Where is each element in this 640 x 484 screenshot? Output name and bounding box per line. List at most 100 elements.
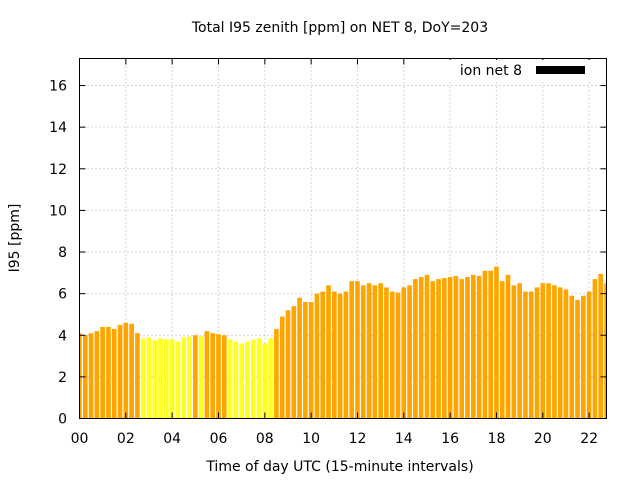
x-tick-labels: 00 02 04 06 08 10 12 14 16 18 20 22: [71, 431, 598, 447]
bar: [511, 285, 517, 419]
bar: [418, 276, 424, 419]
x-tick-label: 16: [441, 431, 459, 447]
y-axis-label: I95 [ppm]: [7, 204, 23, 273]
bar: [262, 343, 268, 419]
bar: [216, 334, 221, 419]
plot-frame: [79, 58, 607, 419]
bar: [552, 285, 557, 419]
bar: [274, 329, 279, 419]
bar: [256, 338, 262, 419]
bar: [470, 274, 476, 419]
bar: [94, 331, 100, 419]
bar: [401, 287, 407, 419]
bar: [505, 274, 511, 419]
y-tick-label: 10: [49, 203, 67, 219]
bar: [488, 270, 493, 419]
bar: [210, 333, 216, 419]
x-tick-label: 12: [349, 431, 367, 447]
bar: [221, 335, 227, 419]
bar: [366, 283, 372, 419]
bar: [581, 295, 586, 419]
bar: [326, 285, 331, 419]
bar: [88, 333, 94, 419]
x-tick-label: 00: [71, 431, 89, 447]
bar: [453, 275, 459, 419]
y-tick-label: 6: [58, 287, 67, 303]
bar: [360, 285, 366, 419]
x-tick-label: 02: [117, 431, 135, 447]
bar: [465, 276, 470, 419]
bar: [499, 281, 505, 419]
legend: ion net 8: [434, 60, 598, 82]
bar: [79, 333, 82, 419]
bar: [494, 266, 499, 419]
bar: [413, 279, 418, 419]
bar: [164, 339, 169, 419]
bar: [389, 291, 395, 419]
bar: [152, 340, 158, 419]
bar: [372, 285, 378, 419]
bar: [233, 341, 239, 419]
bar: [204, 331, 210, 419]
bar: [111, 329, 117, 419]
bar: [158, 338, 163, 419]
y-tick-label: 16: [49, 79, 67, 95]
bar: [482, 270, 488, 419]
bar: [320, 291, 326, 419]
ticks: [79, 58, 607, 419]
bar: [123, 322, 129, 419]
bar: [181, 337, 187, 419]
bar: [245, 341, 250, 419]
bar: [436, 279, 441, 419]
y-tick-label: 8: [58, 245, 67, 261]
bar: [135, 333, 140, 419]
bar: [303, 301, 308, 419]
bar: [146, 337, 152, 419]
bar: [442, 278, 447, 419]
bar: [575, 299, 580, 419]
bar: [198, 336, 204, 419]
x-axis-label: Time of day UTC (15-minute intervals): [205, 459, 473, 475]
bar: [424, 274, 430, 419]
bar: [349, 281, 355, 419]
bar: [528, 291, 534, 419]
bar: [291, 306, 297, 419]
y-tick-label: 0: [58, 412, 67, 428]
bar: [285, 310, 291, 419]
x-tick-label: 20: [534, 431, 552, 447]
bar: [430, 281, 436, 419]
bar: [106, 326, 111, 419]
bar: [517, 283, 522, 419]
legend-swatch: [536, 66, 585, 74]
bar: [563, 289, 569, 419]
x-tick-label: 18: [488, 431, 506, 447]
bar: [175, 341, 181, 419]
x-tick-label: 04: [163, 431, 181, 447]
bar: [343, 291, 349, 419]
bar: [355, 281, 360, 419]
bar: [169, 339, 175, 419]
y-tick-label: 2: [58, 370, 67, 386]
y-tick-labels: 0 2 4 6 8 10 12 14 16: [49, 79, 67, 428]
bar: [100, 326, 105, 419]
bar: [557, 287, 563, 419]
bar: [279, 316, 285, 419]
bar: [129, 323, 134, 419]
x-tick-label: 06: [210, 431, 228, 447]
bar: [378, 283, 383, 419]
bar: [314, 293, 320, 419]
bar: [187, 336, 192, 419]
bar: [331, 291, 337, 419]
bar: [337, 293, 343, 419]
x-tick-label: 14: [395, 431, 413, 447]
y-tick-label: 14: [49, 120, 67, 136]
bar: [459, 279, 465, 419]
bar: [395, 292, 401, 419]
bar: [447, 276, 453, 419]
bar: [546, 283, 551, 419]
bar: [308, 301, 314, 419]
bar: [227, 339, 233, 419]
legend-box: [434, 60, 598, 82]
bar: [407, 285, 412, 419]
x-tick-label: 08: [256, 431, 274, 447]
